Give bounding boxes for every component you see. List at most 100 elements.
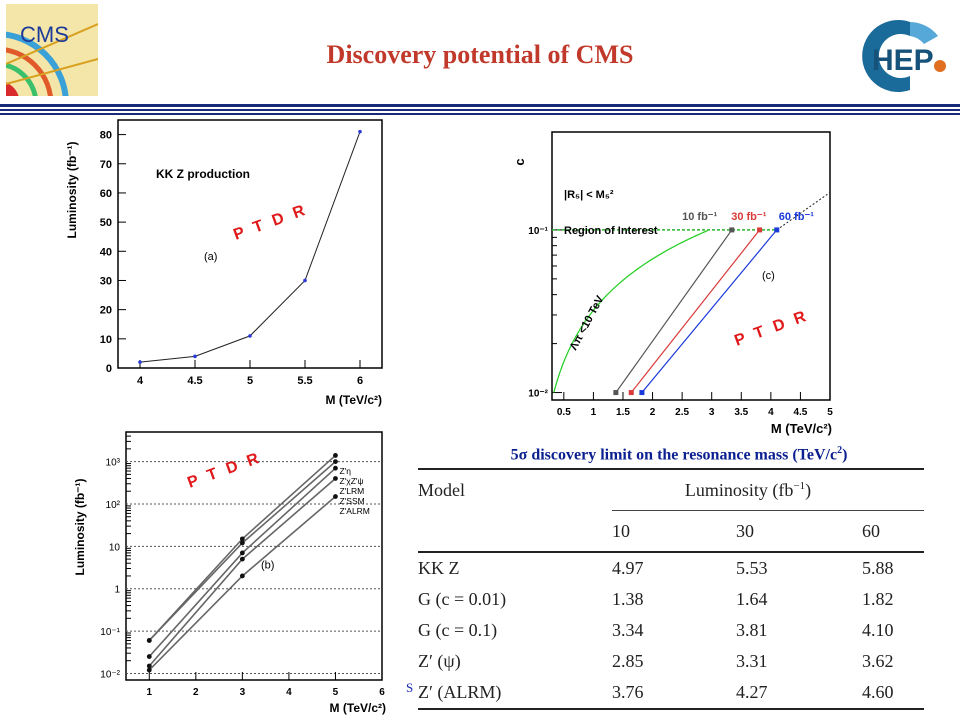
data-point — [757, 227, 763, 233]
y-tick-label: 40 — [100, 246, 112, 258]
table-row: KK Z 4.97 5.53 5.88 — [418, 551, 924, 584]
row-value: 3.62 — [862, 651, 894, 671]
x-tick-label: 4 — [137, 375, 144, 387]
series-label: 30 fb⁻¹ — [731, 211, 766, 223]
row-value: 1.82 — [862, 589, 894, 609]
row-value: 3.76 — [612, 677, 736, 710]
x-tick-label: 3.5 — [734, 407, 748, 418]
x-axis-label: M (TeV/c²) — [330, 701, 386, 715]
x-tick-label: 4.5 — [793, 407, 807, 418]
table-row: G (c = 0.01) 1.38 1.64 1.82 — [418, 584, 924, 615]
row-value: 3.34 — [612, 620, 644, 640]
row-value: 1.38 — [612, 589, 644, 609]
hep-logo-text: HEP — [872, 44, 934, 77]
x-tick-label: 0.5 — [557, 407, 571, 418]
panel-label: (c) — [762, 270, 775, 282]
row-model: KK Z — [418, 551, 612, 584]
data-point — [239, 556, 245, 562]
x-tick-label: 5 — [333, 687, 339, 698]
y-axis-label: Luminosity (fb⁻¹) — [65, 142, 79, 239]
row-value: 4.60 — [862, 677, 924, 710]
y-tick-label: 60 — [100, 188, 112, 200]
x-axis-label: M (TeV/c²) — [326, 393, 382, 407]
data-point — [303, 278, 307, 283]
legend-entry: Z'ALRM — [339, 506, 369, 516]
panel-label: (a) — [204, 251, 217, 263]
series-label: 60 fb⁻¹ — [779, 211, 814, 223]
y-tick-label: 10 — [100, 334, 112, 346]
data-point — [193, 354, 197, 359]
table-row: Z′ (ψ) 2.85 3.31 3.62 — [418, 646, 924, 677]
data-point — [146, 638, 152, 643]
lambda-curve — [553, 230, 708, 393]
data-point — [333, 459, 338, 465]
y-tick-label: 1 — [114, 585, 120, 596]
plot-frame — [551, 131, 831, 401]
table-caption: 5σ discovery limit on the resonance mass… — [510, 445, 848, 464]
row-value: 2.85 — [612, 651, 644, 671]
x-tick-label: 2 — [193, 687, 199, 698]
x-tick-label: 4.5 — [187, 375, 202, 387]
y-tick-label: 10² — [106, 500, 121, 511]
series-label: 10 fb⁻¹ — [682, 211, 717, 223]
annotation-lambda: Λπ <10 TeV — [568, 293, 607, 352]
data-point — [146, 667, 152, 673]
series-line — [630, 229, 761, 393]
cms-logo-text: CMS — [20, 22, 69, 47]
y-tick-label: 0 — [106, 363, 112, 375]
table-row: G (c = 0.1) 3.34 3.81 4.10 — [418, 615, 924, 646]
x-tick-label: 3 — [709, 407, 715, 418]
row-value: 5.88 — [862, 551, 924, 584]
y-tick-label: 10⁻¹ — [100, 627, 120, 638]
y-tick-label: 10⁻² — [100, 669, 120, 680]
y-tick-label: 80 — [100, 130, 112, 142]
annotation-region: Region of Interest — [564, 225, 658, 237]
x-tick-label: 4 — [768, 407, 774, 418]
row-value: 5.53 — [736, 551, 862, 584]
series-line — [615, 229, 733, 393]
y-tick-label: 10⁻¹ — [528, 226, 548, 237]
data-point — [333, 453, 338, 458]
header-luminosity: Luminosity (fb−1) — [612, 468, 924, 511]
data-point — [358, 129, 362, 134]
data-point — [333, 494, 338, 499]
slide-title: Discovery potential of CMS — [326, 40, 634, 69]
x-tick-label: 4 — [286, 687, 292, 698]
plot-frame — [117, 119, 383, 369]
series-line — [148, 495, 336, 671]
row-model: Z′ (ALRM) — [418, 677, 612, 710]
data-point — [639, 390, 645, 396]
legend-entry: Z'χZ'ψ — [339, 476, 363, 486]
hep-logo: HEP — [862, 19, 946, 92]
table-row: Z′ (ALRM) 3.76 4.27 4.60 — [418, 677, 924, 710]
col-header-10: 10 — [612, 510, 736, 552]
footnote: S — [406, 680, 414, 695]
x-tick-label: 5 — [827, 407, 833, 418]
col-header-60: 60 — [862, 510, 924, 552]
row-value: 4.10 — [862, 620, 894, 640]
x-tick-label: 6 — [357, 375, 363, 387]
row-value: 4.97 — [612, 551, 736, 584]
y-tick-label: 10³ — [106, 458, 121, 469]
data-point — [333, 476, 338, 481]
x-axis-label: M (TeV/c²) — [771, 421, 832, 436]
data-point — [138, 360, 142, 364]
y-axis-label: Luminosity (fb⁻¹) — [73, 479, 87, 576]
data-point — [146, 663, 152, 669]
row-value: 1.64 — [736, 589, 768, 609]
chart-title: KK Z production — [156, 167, 250, 181]
x-tick-label: 6 — [379, 687, 385, 698]
y-tick-label: 10 — [109, 542, 121, 553]
data-point — [239, 550, 245, 556]
series-line — [641, 229, 778, 393]
data-point — [333, 465, 338, 471]
y-tick-label: 50 — [100, 217, 112, 229]
y-tick-label: 20 — [100, 305, 112, 317]
extrapolation-line — [776, 192, 831, 231]
header-divider — [0, 104, 960, 115]
legend-entry: Z'SSM — [339, 496, 364, 506]
row-model: Z′ (ψ) — [418, 651, 461, 671]
x-tick-label: 2 — [650, 407, 656, 418]
series-line — [148, 467, 336, 658]
